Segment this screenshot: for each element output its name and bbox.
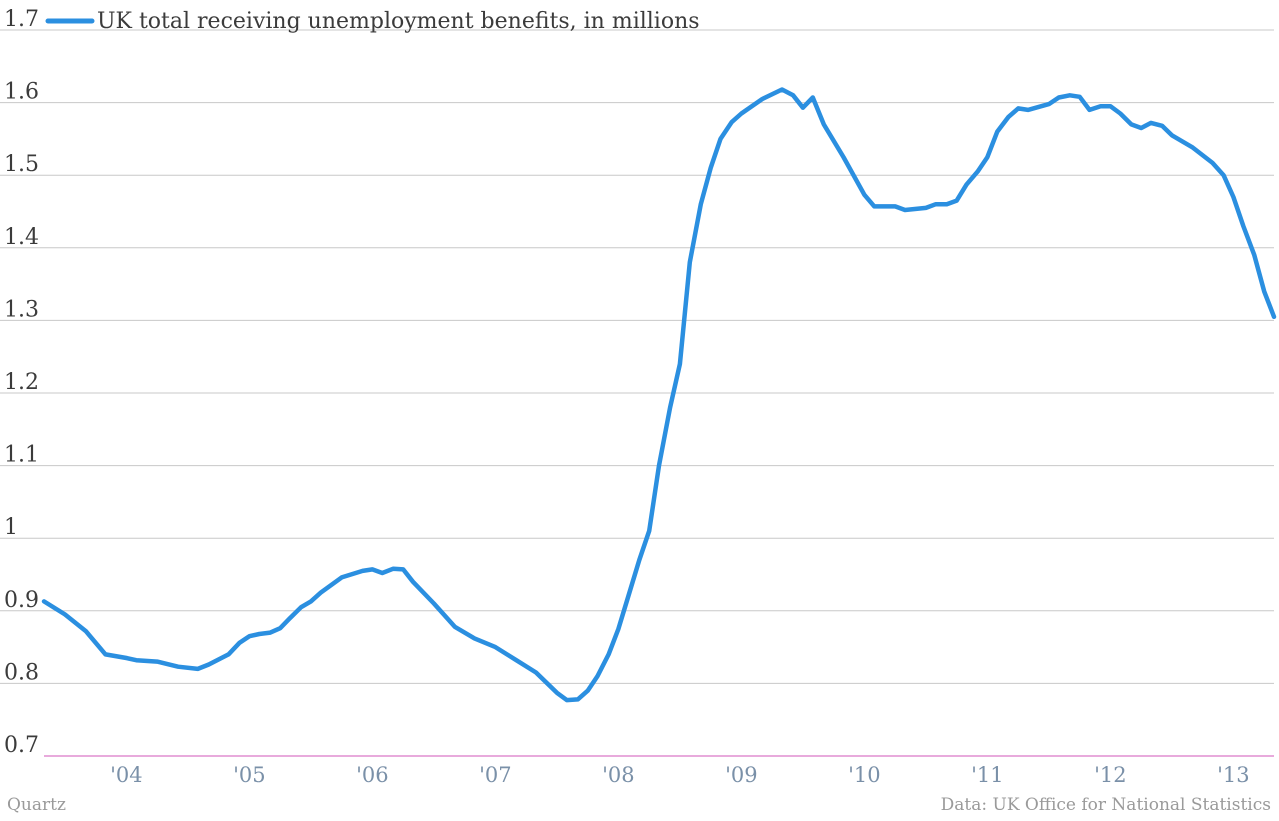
y-tick-label: 1.2 [4, 370, 39, 395]
series-line [41, 87, 1277, 703]
y-tick-label: 1 [4, 515, 18, 540]
x-tick-label: '04 [110, 763, 143, 787]
series-layer [41, 87, 1277, 703]
y-tick-label: 1.6 [4, 80, 39, 105]
y-axis-ticks: 0.7 0.8 0.9 1 1.1 1.2 1.3 1.4 1.5 1.6 1.7 [4, 7, 39, 758]
y-tick-label: 0.9 [4, 588, 39, 613]
footer-source: Data: UK Office for National Statistics [941, 795, 1271, 815]
y-tick-label: 0.8 [4, 660, 39, 685]
x-tick-label: '07 [479, 763, 512, 787]
y-tick-label: 1.4 [4, 225, 39, 250]
x-tick-label: '11 [971, 763, 1004, 787]
x-tick-label: '05 [233, 763, 266, 787]
x-axis-ticks: '04 '05 '06 '07 '08 '09 '10 '11 '12 '13 [110, 763, 1250, 787]
x-tick-label: '12 [1094, 763, 1127, 787]
y-tick-label: 0.7 [4, 733, 39, 758]
legend-label: UK total receiving unemployment benefits… [97, 9, 700, 34]
x-tick-label: '13 [1217, 763, 1250, 787]
y-tick-label: 1.3 [4, 297, 39, 322]
y-tick-label: 1.7 [4, 7, 39, 32]
grid [0, 29, 1274, 757]
footer-brand: Quartz [7, 795, 66, 815]
x-tick-label: '09 [725, 763, 758, 787]
legend: UK total receiving unemployment benefits… [45, 9, 700, 34]
y-tick-label: 1.5 [4, 152, 39, 177]
x-tick-label: '06 [356, 763, 389, 787]
y-tick-label: 1.1 [4, 443, 39, 468]
x-tick-label: '08 [602, 763, 635, 787]
x-tick-label: '10 [848, 763, 881, 787]
